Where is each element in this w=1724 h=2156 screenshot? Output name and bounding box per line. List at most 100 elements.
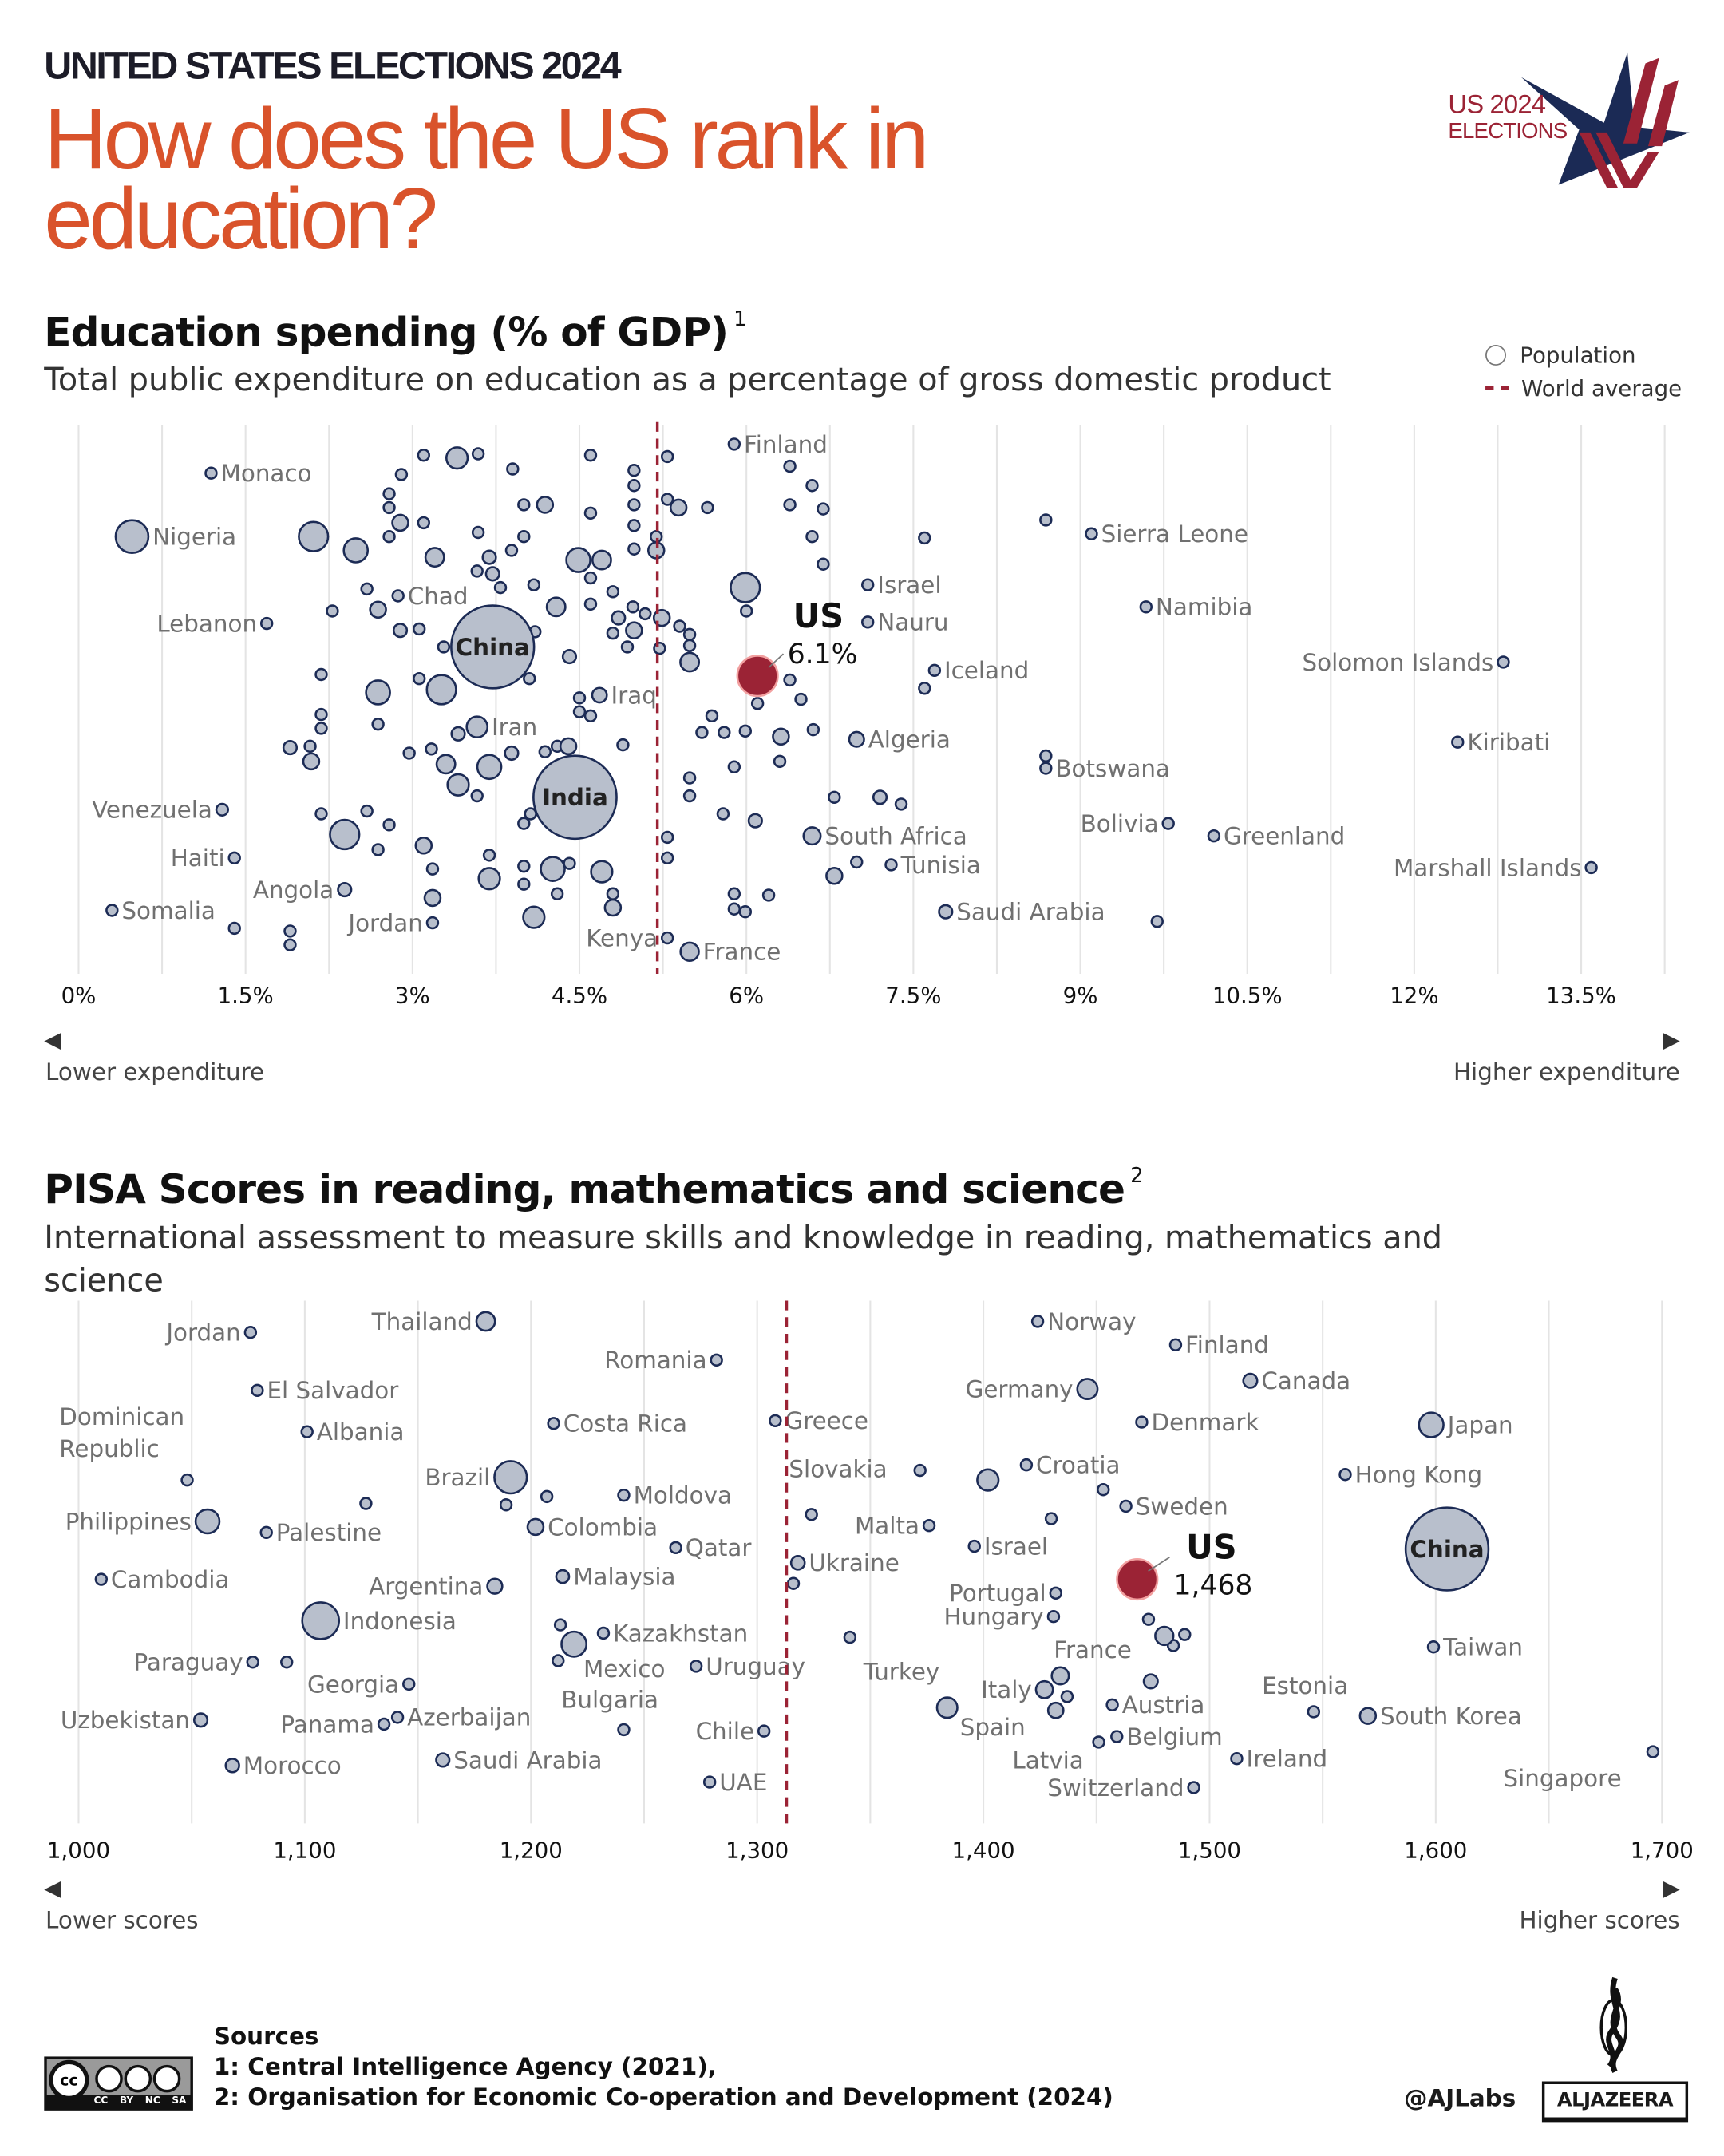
data-point xyxy=(394,468,409,481)
data-point-panama xyxy=(377,1717,391,1731)
data-point-kazakhstan xyxy=(596,1626,611,1640)
data-label: Nigeria xyxy=(152,524,236,551)
chart-pisa-scores: 1,000 1,100 1,200 1,300 1,400 1,500 1,600 1,700… xyxy=(44,1300,1694,1898)
us-leader-line xyxy=(1148,1557,1170,1572)
data-point-canada xyxy=(1242,1372,1259,1389)
data-point xyxy=(828,790,841,804)
data-point xyxy=(445,446,469,470)
x-tick-label: 0% xyxy=(61,982,97,1008)
data-point-slovakia xyxy=(913,1463,927,1478)
data-point xyxy=(1141,1612,1156,1626)
data-label: Costa Rica xyxy=(563,1410,687,1438)
data-label: UAE xyxy=(719,1769,767,1796)
data-point xyxy=(550,887,564,900)
x-tick-label: 1,700 xyxy=(1631,1838,1694,1864)
data-point xyxy=(1178,1628,1192,1641)
data-point xyxy=(561,648,578,665)
data-point xyxy=(417,449,430,462)
data-label: Qatar xyxy=(686,1534,753,1561)
data-point xyxy=(425,674,457,706)
data-point xyxy=(371,717,385,731)
data-label: Uruguay xyxy=(706,1653,805,1680)
data-point-israel xyxy=(860,578,875,591)
logo-line-2: ELECTIONS xyxy=(1448,120,1568,144)
data-point-spain xyxy=(1046,1701,1065,1719)
data-point xyxy=(583,709,598,723)
data-label: Greenland xyxy=(1224,823,1345,850)
data-point xyxy=(606,585,620,599)
us-label: US xyxy=(793,597,844,635)
data-point xyxy=(482,849,496,862)
data-point xyxy=(786,1576,801,1590)
chart1-higher-label: Higher expenditure xyxy=(1453,1059,1680,1087)
data-point xyxy=(538,745,552,758)
data-point xyxy=(402,746,416,760)
data-point xyxy=(563,856,576,870)
data-label: El Salvador xyxy=(267,1377,399,1404)
data-point-portugal xyxy=(1049,1586,1062,1600)
data-label: Kiribati xyxy=(1467,729,1550,756)
data-point xyxy=(435,754,457,775)
data-point xyxy=(805,479,819,493)
data-label: Croatia xyxy=(1036,1452,1121,1479)
source-2: 2: Organisation for Economic Co-operatio… xyxy=(213,2084,1113,2112)
data-point xyxy=(627,479,641,493)
data-point xyxy=(559,737,578,756)
data-point xyxy=(627,519,641,532)
data-point-finland xyxy=(1168,1338,1183,1352)
dashed-line-icon xyxy=(1485,385,1509,390)
data-label: Saudi Arabia xyxy=(453,1747,602,1774)
data-point xyxy=(437,640,451,654)
data-point xyxy=(669,498,688,517)
data-point xyxy=(606,887,620,900)
data-point-bulgaria xyxy=(617,1723,631,1737)
data-label: Moldova xyxy=(634,1482,732,1509)
data-point xyxy=(606,626,620,640)
chart1-title: Education spending (% of GDP) xyxy=(44,309,729,356)
data-point-albania xyxy=(300,1425,314,1438)
data-label: Norway xyxy=(1047,1308,1136,1335)
data-point xyxy=(825,867,844,885)
data-point-venezuela xyxy=(215,802,229,817)
data-label: Bolivia xyxy=(1081,810,1159,837)
data-point xyxy=(484,566,500,582)
data-point-taiwan xyxy=(1426,1640,1441,1654)
data-point-somalia xyxy=(105,904,119,917)
x-tick-label: 1.5% xyxy=(218,982,274,1008)
data-point xyxy=(517,498,531,512)
us-value-label: 6.1% xyxy=(788,639,858,671)
data-point xyxy=(517,817,531,830)
data-point-kenya xyxy=(660,931,674,945)
data-point xyxy=(527,578,541,591)
data-point xyxy=(417,516,430,530)
data-label: Latvia xyxy=(1012,1747,1083,1774)
data-point-turkey xyxy=(935,1696,959,1719)
data-point xyxy=(1150,915,1164,928)
data-label: Iran xyxy=(492,714,537,741)
data-point xyxy=(425,862,440,876)
data-point xyxy=(540,856,566,882)
data-label: Lebanon xyxy=(156,610,257,637)
data-point xyxy=(627,464,641,477)
chart1-title-wrap: Education spending (% of GDP) 1 xyxy=(44,307,746,356)
data-point xyxy=(499,1498,513,1512)
data-label: Brazil xyxy=(425,1464,490,1491)
data-label: Finland xyxy=(1185,1331,1269,1359)
data-label: Jordan xyxy=(346,909,422,936)
data-point xyxy=(371,843,385,856)
data-point-bolivia xyxy=(1161,817,1175,830)
data-point-monaco xyxy=(204,466,218,480)
data-label: Venezuela xyxy=(92,797,212,824)
data-point-algeria xyxy=(848,730,865,748)
data-point xyxy=(504,745,520,762)
data-point xyxy=(625,621,643,639)
data-point-azerbaijan xyxy=(390,1711,405,1724)
data-label: Malta xyxy=(855,1513,919,1540)
data-point xyxy=(414,836,433,855)
data-label: Jordan xyxy=(164,1319,240,1347)
data-point xyxy=(603,898,623,917)
chart2-footnote: 2 xyxy=(1130,1162,1144,1188)
data-point xyxy=(772,727,790,746)
data-point-jordan xyxy=(243,1326,258,1339)
data-point xyxy=(747,813,763,829)
